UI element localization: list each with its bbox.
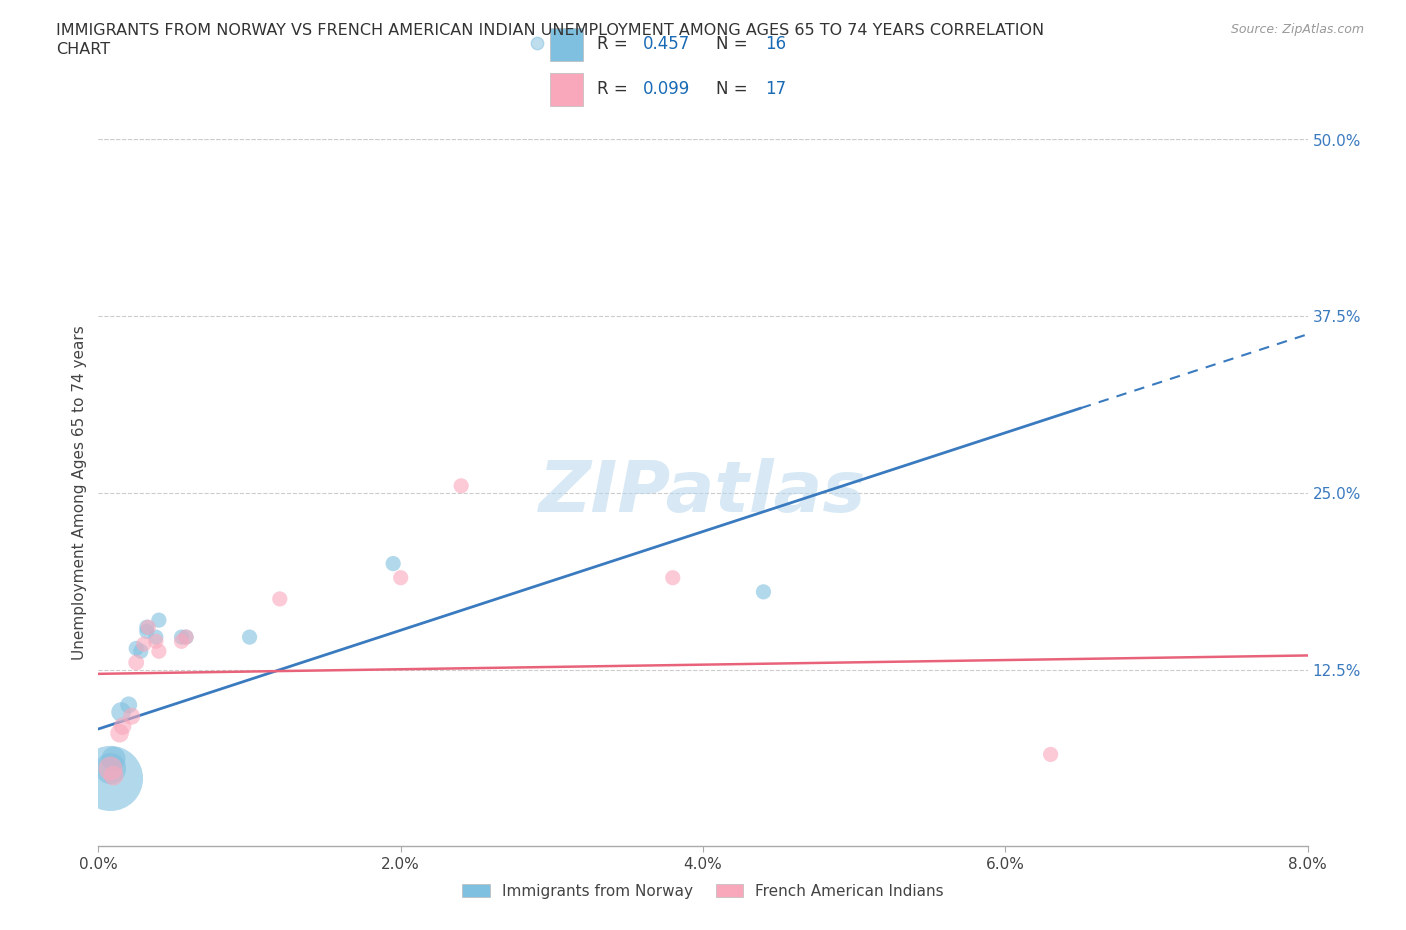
Text: N =: N =: [716, 35, 752, 53]
Point: [269, 591, 291, 606]
FancyBboxPatch shape: [550, 29, 583, 60]
Point: [752, 584, 775, 599]
Point: [135, 624, 157, 639]
Text: 0.457: 0.457: [643, 35, 690, 53]
Point: [103, 751, 125, 766]
Point: [110, 705, 132, 720]
Text: 0.099: 0.099: [643, 80, 690, 98]
Point: [450, 478, 472, 493]
Point: [103, 768, 125, 783]
Text: N =: N =: [716, 80, 752, 98]
Point: [382, 556, 405, 571]
Point: [100, 761, 122, 776]
Point: [108, 725, 131, 740]
Text: Source: ZipAtlas.com: Source: ZipAtlas.com: [1230, 23, 1364, 36]
Point: [174, 630, 197, 644]
Point: [129, 644, 152, 658]
Text: ZIPatlas: ZIPatlas: [540, 458, 866, 527]
Point: [125, 655, 148, 670]
Point: [121, 709, 143, 724]
Text: 16: 16: [765, 35, 786, 53]
Point: [1039, 747, 1062, 762]
Point: [125, 641, 148, 656]
Text: IMMIGRANTS FROM NORWAY VS FRENCH AMERICAN INDIAN UNEMPLOYMENT AMONG AGES 65 TO 7: IMMIGRANTS FROM NORWAY VS FRENCH AMERICA…: [56, 23, 1045, 38]
Text: R =: R =: [596, 35, 633, 53]
Point: [389, 570, 412, 585]
Point: [148, 644, 170, 658]
Y-axis label: Unemployment Among Ages 65 to 74 years: Unemployment Among Ages 65 to 74 years: [72, 326, 87, 660]
Point: [111, 719, 134, 734]
Point: [132, 637, 155, 652]
Point: [145, 634, 167, 649]
Point: [145, 630, 167, 644]
Point: [100, 761, 122, 776]
Point: [148, 613, 170, 628]
FancyBboxPatch shape: [550, 73, 583, 105]
Point: [135, 619, 157, 634]
Text: R =: R =: [596, 80, 633, 98]
Text: 17: 17: [765, 80, 786, 98]
Legend: Immigrants from Norway, French American Indians: Immigrants from Norway, French American …: [463, 884, 943, 898]
Point: [136, 619, 159, 634]
Point: [100, 771, 122, 786]
Point: [239, 630, 262, 644]
Point: [170, 634, 193, 649]
Point: [661, 570, 683, 585]
Point: [118, 698, 141, 712]
Point: [170, 630, 193, 644]
Text: CHART: CHART: [56, 42, 110, 57]
Point: [174, 630, 197, 644]
